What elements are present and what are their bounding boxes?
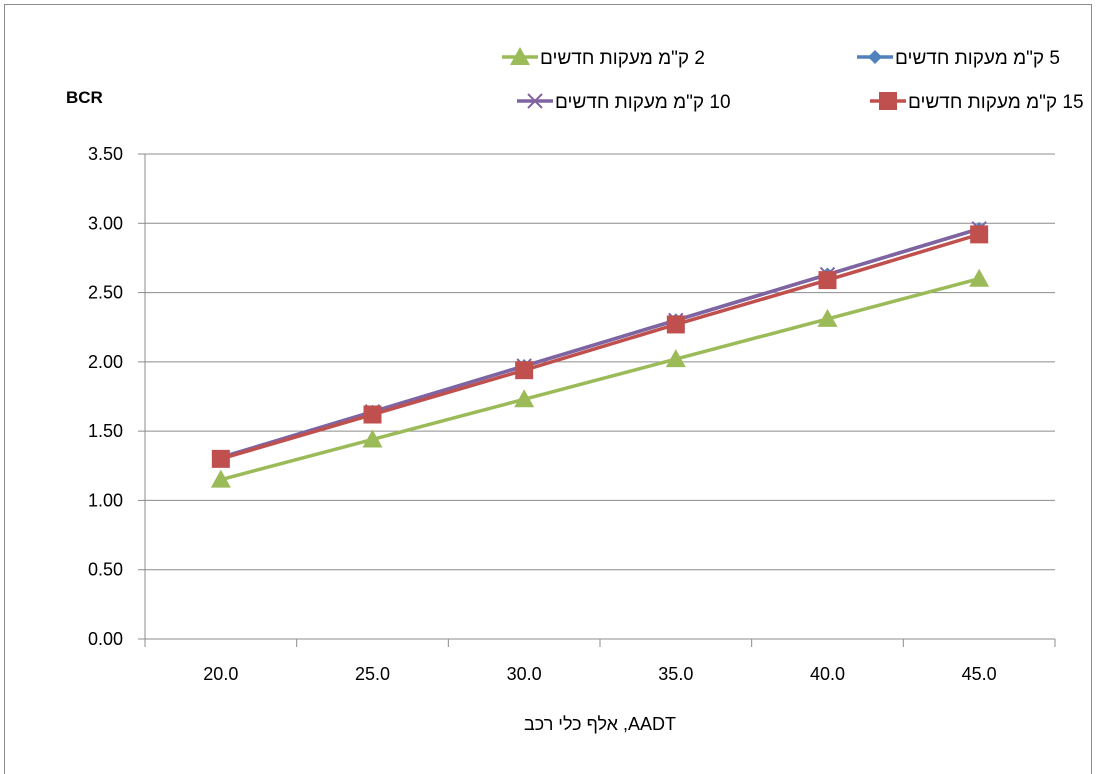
series-1 — [210, 268, 990, 488]
legend-label: 5 ק"מ מעקות חדשים — [895, 48, 1060, 69]
data-point-square-marker — [363, 405, 382, 424]
x-axis-label: AADT, אלף כלי רכב — [524, 714, 676, 734]
legend-label: 2 ק"מ מעקות חדשים — [540, 48, 705, 69]
legend-marker — [868, 50, 882, 64]
y-tick-label: 3.00 — [88, 213, 123, 233]
y-tick-label: 3.50 — [88, 144, 123, 164]
y-tick-label: 0.00 — [88, 629, 123, 649]
chart-frame — [4, 4, 1092, 774]
data-point-square-marker — [666, 315, 685, 334]
legend: 2 ק"מ מעקות חדשים 5 ק"מ מעקות חדשים 10 ק"מ… — [502, 47, 1084, 113]
data-point-square-marker — [211, 449, 230, 468]
y-tick-labels: 0.00 0.50 1.00 1.50 2.00 2.50 3.00 3.50 — [88, 144, 123, 649]
data-point-triangle-marker — [969, 268, 990, 287]
y-axis-label: BCR — [66, 88, 103, 107]
y-tick-label: 1.00 — [88, 490, 123, 510]
legend-marker — [879, 92, 897, 110]
series-line — [220, 227, 980, 460]
series-4 — [211, 225, 989, 468]
data-point-triangle-marker — [362, 429, 383, 448]
y-tick-label: 0.50 — [88, 560, 123, 580]
data-point-triangle-marker — [210, 469, 231, 488]
legend-marker — [510, 47, 530, 65]
series-layer — [210, 221, 990, 488]
legend-marker — [527, 93, 543, 109]
x-tick-label: 30.0 — [507, 664, 542, 684]
data-point-square-marker — [515, 361, 534, 380]
gridlines — [145, 153, 1055, 571]
series-line — [220, 232, 980, 461]
data-point-square-marker — [818, 271, 837, 290]
axes — [138, 153, 1056, 647]
x-tick-label: 40.0 — [810, 664, 845, 684]
x-tick-label: 20.0 — [203, 664, 238, 684]
legend-item-4: 15 ק"מ מעקות חדשים — [870, 92, 1084, 113]
y-tick-label: 1.50 — [88, 421, 123, 441]
data-point-triangle-marker — [514, 389, 535, 408]
legend-label: 15 ק"מ מעקות חדשים — [908, 92, 1084, 113]
data-point-triangle-marker — [817, 308, 838, 327]
data-point-triangle-marker — [665, 349, 686, 368]
series-line — [220, 277, 980, 482]
legend-item-3: 10 ק"מ מעקות חדשים — [517, 92, 731, 113]
x-tick-labels: 20.0 25.0 30.0 35.0 40.0 45.0 — [203, 664, 996, 684]
legend-item-2: 5 ק"מ מעקות חדשים — [857, 48, 1060, 69]
x-tick-label: 35.0 — [658, 664, 693, 684]
data-point-square-marker — [970, 225, 989, 244]
x-tick-label: 25.0 — [355, 664, 390, 684]
legend-label: 10 ק"מ מעקות חדשים — [555, 92, 731, 113]
legend-item-1: 2 ק"מ מעקות חדשים — [502, 47, 705, 69]
y-tick-label: 2.50 — [88, 283, 123, 303]
y-tick-label: 2.00 — [88, 352, 123, 372]
x-tick-label: 45.0 — [962, 664, 997, 684]
